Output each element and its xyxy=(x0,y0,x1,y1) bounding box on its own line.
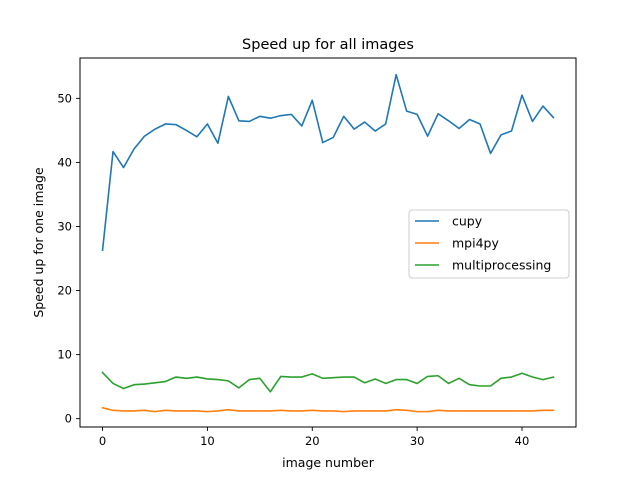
series-line-mpi4py xyxy=(101,406,555,413)
x-tick-label: 30 xyxy=(410,434,425,448)
x-tick-label: 10 xyxy=(200,434,215,448)
legend-label-multiprocessing: multiprocessing xyxy=(452,258,551,273)
x-axis-label: image number xyxy=(282,455,375,470)
x-tick-label: 20 xyxy=(305,434,320,448)
legend-label-mpi4py: mpi4py xyxy=(452,236,499,251)
y-axis: 0 10 20 30 40 50 xyxy=(57,91,80,426)
y-tick-label: 10 xyxy=(57,348,72,362)
series-line-multiprocessing xyxy=(101,371,555,393)
plot-frame xyxy=(79,57,577,428)
series-line-cupy xyxy=(101,73,555,252)
series-layer xyxy=(101,73,555,413)
y-tick-label: 30 xyxy=(57,219,72,233)
legend: cupy mpi4py multiprocessing xyxy=(408,209,570,279)
y-tick-label: 0 xyxy=(65,412,72,426)
chart-title: Speed up for all images xyxy=(242,37,414,53)
y-tick-label: 40 xyxy=(57,155,72,169)
x-tick-label: 40 xyxy=(515,434,530,448)
legend-label-cupy: cupy xyxy=(452,214,483,229)
y-tick-label: 50 xyxy=(57,91,72,105)
y-tick-label: 20 xyxy=(57,284,72,298)
legend-box xyxy=(408,209,570,279)
x-axis: 0 10 20 30 40 xyxy=(99,427,529,448)
y-axis-label: Speed up for one image xyxy=(31,167,46,318)
x-tick-label: 0 xyxy=(99,434,106,448)
